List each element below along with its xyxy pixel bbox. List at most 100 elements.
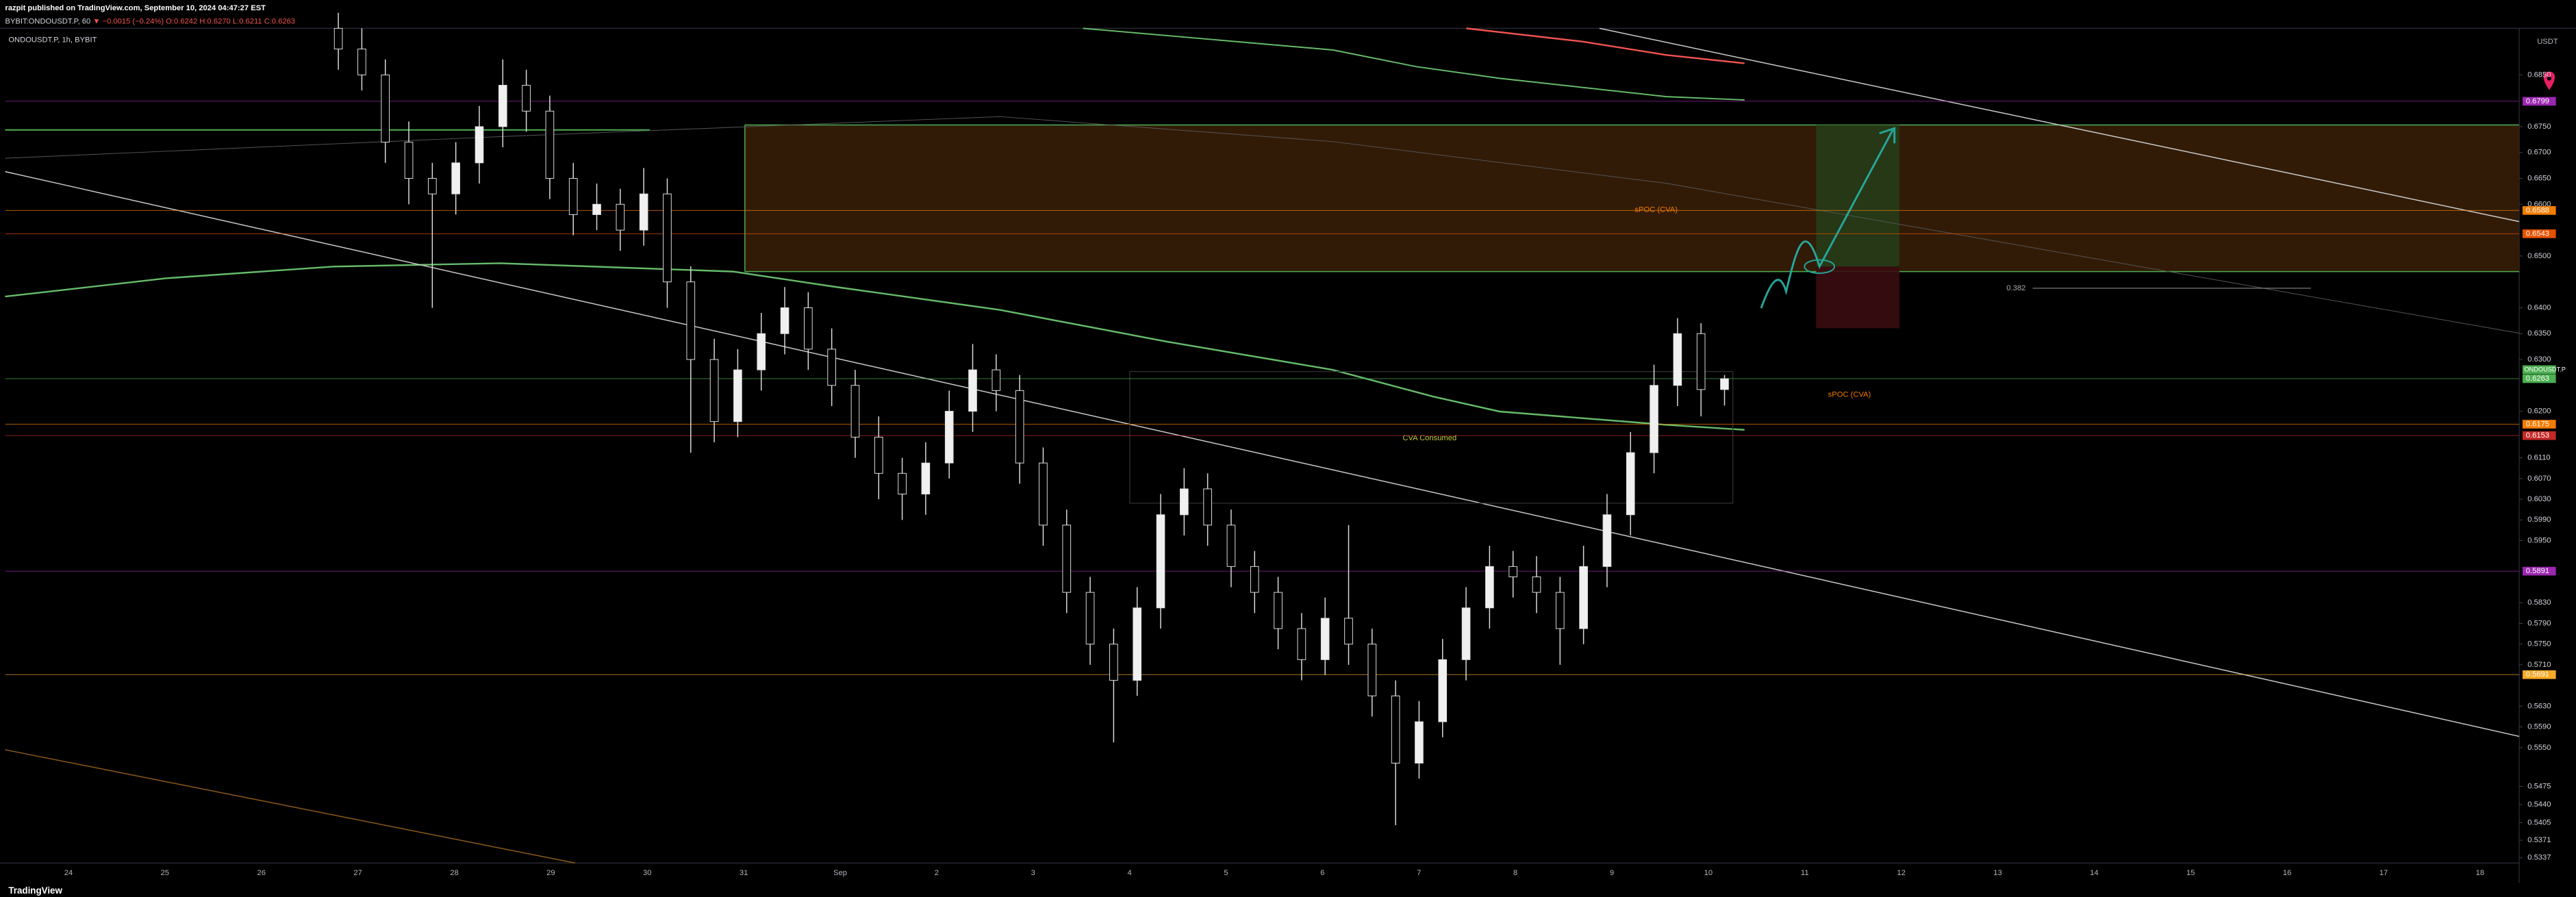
candle-body (333, 27, 343, 50)
candle-body (1391, 695, 1400, 763)
candle-body (780, 307, 790, 334)
x-tick-label: 24 (64, 869, 73, 877)
alert-pin-dot (2547, 76, 2552, 81)
candle-body (1226, 525, 1236, 567)
x-tick-label: 16 (2283, 869, 2291, 877)
x-tick-label: 9 (1610, 869, 1614, 877)
x-tick-label: 17 (2379, 869, 2388, 877)
y-tick-label: 0.5830 (2527, 598, 2551, 607)
candle-body (1438, 659, 1448, 722)
price-tag-label: 0.6153 (2526, 431, 2549, 440)
candle-body (1274, 592, 1283, 629)
close: C:0.6263 (264, 18, 295, 26)
price-tag (2522, 97, 2556, 106)
y-tick-label: 0.5630 (2527, 702, 2551, 710)
x-tick-label: 7 (1417, 869, 1421, 877)
x-tick-label: 5 (1224, 869, 1228, 877)
candle-body (522, 85, 531, 112)
trend-line (5, 749, 575, 864)
y-tick-label: 0.6850 (2527, 71, 2551, 79)
y-tick-label: 0.5950 (2527, 536, 2551, 544)
candle-body (1485, 566, 1494, 609)
candle-body (498, 85, 507, 127)
y-tick-label: 0.5750 (2527, 640, 2551, 648)
candle-body (733, 369, 742, 422)
y-tick-label: 0.5550 (2527, 744, 2551, 752)
candle-body (1250, 566, 1259, 593)
candle-body (898, 472, 907, 495)
price-tag (2522, 670, 2556, 679)
x-tick-label: 3 (1031, 869, 1035, 877)
y-tick-label: 0.6030 (2527, 495, 2551, 503)
candle-body (1579, 566, 1588, 629)
x-tick-label: 18 (2476, 869, 2484, 877)
x-tick-label: Sep (833, 869, 847, 877)
candle-body (616, 203, 625, 231)
candle-body (709, 359, 719, 422)
symbol: BYBIT:ONDOUSDT.P, 60 (5, 18, 90, 26)
candle-body (1133, 607, 1142, 681)
drawings (5, 27, 2555, 864)
price-tag-label: 0.6543 (2526, 229, 2549, 238)
candle-body (968, 369, 977, 412)
annotation: sPOC (CVA) (1828, 391, 1871, 399)
y-tick-label: 0.6500 (2527, 252, 2551, 260)
y-tick-label: 0.6350 (2527, 329, 2551, 338)
y-tick-label: 0.6300 (2527, 355, 2551, 364)
y-tick-label: 0.5371 (2527, 836, 2551, 844)
low: L:0.6211 (233, 18, 262, 26)
candle-body (663, 193, 672, 283)
y-tick-label: 0.5405 (2527, 818, 2551, 826)
candle-body (850, 385, 860, 438)
candle-body (1650, 385, 1658, 453)
cva-box (1129, 370, 1734, 504)
price-tag (2522, 374, 2556, 383)
x-tick-label: 13 (1993, 869, 2002, 877)
candle-body (1015, 390, 1024, 464)
x-tick-label: 26 (257, 869, 265, 877)
legend: ONDOUSDT.P, 1h, BYBIT (8, 36, 97, 44)
candle-body (1415, 721, 1424, 763)
y-tick-label: 0.5990 (2527, 516, 2551, 524)
candle-body (404, 142, 414, 179)
change: ▼ −0.0015 (−0.24%) (92, 18, 164, 26)
candle-body (1344, 618, 1353, 645)
y-tick-label: 0.6070 (2527, 475, 2551, 483)
y-tick-label: 0.6110 (2527, 454, 2550, 462)
candle-body (1085, 592, 1095, 645)
annotation: sPOC (CVA) (1634, 206, 1678, 214)
highlight (1804, 259, 1836, 275)
candle-body (1367, 644, 1377, 696)
y-tick-label: 0.5475 (2527, 782, 2551, 790)
moving-average (1083, 27, 1745, 101)
candle-body (1532, 576, 1541, 593)
x-tick-label: 28 (450, 869, 458, 877)
candle-body (1508, 566, 1518, 577)
x-tick-label: 27 (353, 869, 362, 877)
x-tick-label: 31 (740, 869, 748, 877)
alert-pin (2543, 71, 2555, 90)
candle-body (1320, 618, 1330, 660)
y-tick-label: 0.5440 (2527, 800, 2551, 809)
candle-body (1297, 628, 1306, 660)
annotation: CVA Consumed (1402, 434, 1456, 442)
y-tick-label: 0.5590 (2527, 723, 2551, 731)
high: H:0.6270 (199, 18, 230, 26)
trend-line (5, 170, 2520, 737)
candle-body (1602, 514, 1612, 567)
candle-body (686, 281, 696, 360)
y-tick-label: 0.6650 (2527, 174, 2551, 182)
candle-body (1626, 452, 1635, 516)
symbol-tag (2522, 365, 2556, 375)
symbol-line: BYBIT:ONDOUSDT.P, 60 ▼ −0.0015 (−0.24%) … (5, 18, 295, 26)
candle-body (475, 126, 484, 164)
publisher: razpit published on TradingView.com, Sep… (5, 4, 266, 12)
moving-average (5, 262, 1745, 431)
y-tick-label: 0.5710 (2527, 661, 2551, 669)
price-tag-label: 0.6263 (2526, 375, 2549, 383)
candle-body (757, 333, 766, 370)
price-tag (2522, 229, 2556, 238)
candle-body (1062, 525, 1072, 593)
candle-body (1179, 488, 1189, 516)
